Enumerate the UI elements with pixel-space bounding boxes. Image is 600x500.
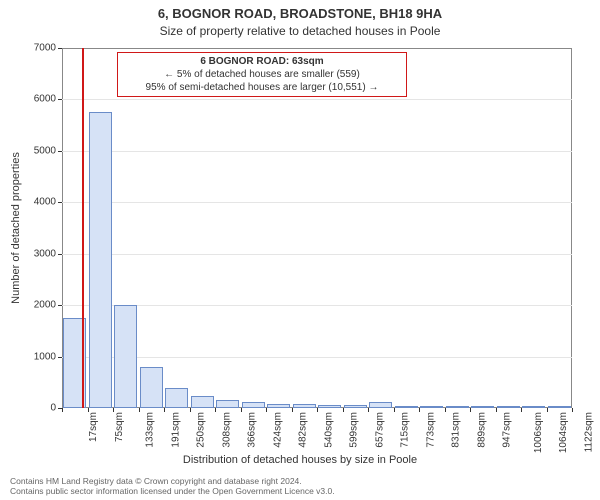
footer-line: Contains HM Land Registry data © Crown c… — [10, 476, 335, 486]
xtick-label: 599sqm — [349, 412, 360, 448]
histogram-bar — [191, 396, 214, 408]
ytick-mark — [58, 99, 62, 100]
gridline — [62, 305, 572, 306]
gridline — [62, 99, 572, 100]
ytick-mark — [58, 254, 62, 255]
xtick-mark — [368, 408, 369, 412]
chart-subtitle: Size of property relative to detached ho… — [0, 24, 600, 38]
xtick-mark — [62, 408, 63, 412]
ytick-label: 5000 — [6, 145, 56, 156]
xtick-mark — [190, 408, 191, 412]
xtick-label: 133sqm — [145, 412, 156, 448]
histogram-bar — [216, 400, 239, 408]
xtick-label: 947sqm — [502, 412, 513, 448]
histogram-bar — [497, 406, 520, 408]
xtick-mark — [215, 408, 216, 412]
xtick-mark — [241, 408, 242, 412]
xtick-label: 191sqm — [170, 412, 181, 448]
ytick-label: 1000 — [6, 351, 56, 362]
histogram-bar — [114, 305, 137, 408]
xtick-mark — [394, 408, 395, 412]
xtick-mark — [266, 408, 267, 412]
histogram-bar — [522, 406, 545, 408]
xtick-label: 308sqm — [221, 412, 232, 448]
ytick-mark — [58, 357, 62, 358]
xtick-label: 366sqm — [247, 412, 258, 448]
annotation-line: ← 5% of detached houses are smaller (559… — [122, 68, 402, 81]
y-axis-label: Number of detached properties — [10, 152, 22, 304]
histogram-bar — [344, 405, 367, 408]
xtick-label: 715sqm — [400, 412, 411, 448]
histogram-bar — [242, 402, 265, 408]
xtick-label: 482sqm — [298, 412, 309, 448]
ytick-mark — [58, 202, 62, 203]
xtick-mark — [445, 408, 446, 412]
annotation-line: 95% of semi-detached houses are larger (… — [122, 81, 402, 94]
gridline — [62, 202, 572, 203]
chart-frame: 6, BOGNOR ROAD, BROADSTONE, BH18 9HA Siz… — [0, 0, 600, 500]
histogram-bar — [395, 406, 418, 408]
ytick-mark — [58, 48, 62, 49]
ytick-label: 6000 — [6, 94, 56, 105]
histogram-bar — [293, 404, 316, 408]
ytick-label: 4000 — [6, 197, 56, 208]
xtick-mark — [547, 408, 548, 412]
chart-title: 6, BOGNOR ROAD, BROADSTONE, BH18 9HA — [0, 6, 600, 21]
annotation-box: 6 BOGNOR ROAD: 63sqm← 5% of detached hou… — [117, 52, 407, 97]
ytick-label: 2000 — [6, 300, 56, 311]
xtick-label: 424sqm — [272, 412, 283, 448]
xtick-label: 250sqm — [196, 412, 207, 448]
xtick-mark — [317, 408, 318, 412]
histogram-bar — [318, 405, 341, 408]
plot-area: 6 BOGNOR ROAD: 63sqm← 5% of detached hou… — [62, 48, 572, 408]
ytick-label: 3000 — [6, 248, 56, 259]
plot-background — [62, 48, 572, 408]
xtick-mark — [292, 408, 293, 412]
xtick-mark — [521, 408, 522, 412]
histogram-bar — [420, 406, 443, 408]
xtick-mark — [470, 408, 471, 412]
x-axis-label: Distribution of detached houses by size … — [0, 454, 600, 466]
xtick-mark — [496, 408, 497, 412]
xtick-label: 540sqm — [323, 412, 334, 448]
histogram-bar — [548, 406, 571, 408]
xtick-label: 831sqm — [451, 412, 462, 448]
xtick-label: 1006sqm — [533, 412, 544, 453]
ytick-label: 0 — [6, 403, 56, 414]
gridline — [62, 254, 572, 255]
annotation-line: 6 BOGNOR ROAD: 63sqm — [122, 55, 402, 68]
xtick-mark — [343, 408, 344, 412]
xtick-label: 1122sqm — [583, 412, 594, 452]
gridline — [62, 357, 572, 358]
histogram-bar — [471, 406, 494, 408]
xtick-mark — [164, 408, 165, 412]
gridline — [62, 151, 572, 152]
xtick-mark — [419, 408, 420, 412]
xtick-label: 75sqm — [114, 412, 125, 442]
marker-line — [82, 48, 84, 408]
xtick-mark — [139, 408, 140, 412]
xtick-label: 889sqm — [476, 412, 487, 448]
xtick-label: 17sqm — [88, 412, 99, 442]
xtick-mark — [572, 408, 573, 412]
histogram-bar — [165, 388, 188, 408]
xtick-label: 1064sqm — [558, 412, 569, 453]
histogram-bar — [369, 402, 392, 408]
histogram-bar — [89, 112, 112, 408]
xtick-label: 657sqm — [374, 412, 385, 448]
footer-attribution: Contains HM Land Registry data © Crown c… — [10, 476, 335, 496]
histogram-bar — [446, 406, 469, 408]
ytick-label: 7000 — [6, 43, 56, 54]
footer-line: Contains public sector information licen… — [10, 486, 335, 496]
histogram-bar — [267, 404, 290, 408]
ytick-mark — [58, 151, 62, 152]
histogram-bar — [140, 367, 163, 408]
ytick-mark — [58, 305, 62, 306]
xtick-label: 773sqm — [425, 412, 436, 448]
